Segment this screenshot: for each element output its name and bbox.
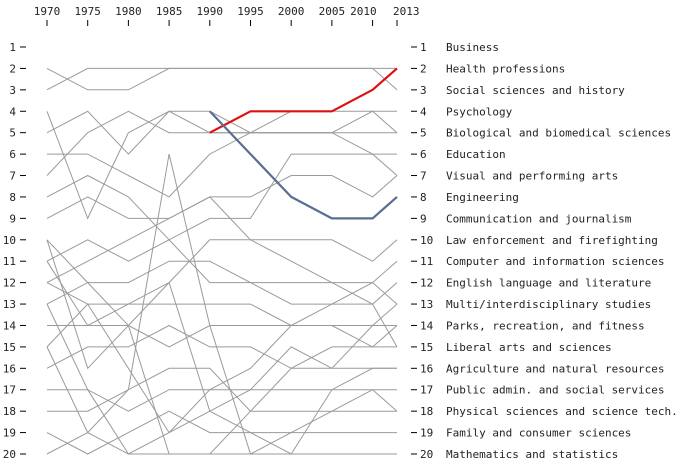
y-tick-label-left: 12	[3, 277, 16, 290]
y-tick-label-right: 9	[420, 212, 427, 225]
y-tick-label-right: 10	[420, 234, 433, 247]
x-tick-label: 1985	[156, 5, 183, 18]
highlighted-series-lines	[209, 67, 398, 220]
series-label: Law enforcement and firefighting	[446, 234, 658, 247]
x-tick-label: 1975	[74, 5, 101, 18]
y-tick-label-right: 3	[420, 84, 427, 97]
series-label: Business	[446, 41, 499, 54]
y-tick-label-left: 5	[9, 127, 16, 140]
y-tick-label-right: 8	[420, 191, 427, 204]
y-tick-label-left: 20	[3, 448, 16, 461]
series-line	[46, 260, 398, 412]
y-tick-label-right: 1	[420, 41, 427, 54]
y-tick-label-right: 6	[420, 148, 427, 161]
series-label: Computer and information sciences	[446, 255, 665, 268]
highlighted-series-line	[209, 110, 398, 220]
series-line	[46, 175, 398, 219]
y-tick-label-left: 13	[3, 298, 16, 311]
y-tick-label-right: 16	[420, 362, 433, 375]
y-tick-label-left: 19	[3, 427, 16, 440]
series-label: Liberal arts and sciences	[446, 341, 612, 354]
y-tick-label-right: 14	[420, 319, 434, 332]
y-tick-label-left: 8	[9, 191, 16, 204]
y-tick-label-right: 5	[420, 127, 427, 140]
y-tick-label-left: 11	[3, 255, 16, 268]
series-label: Social sciences and history	[446, 84, 625, 97]
y-tick-label-left: 3	[9, 84, 16, 97]
x-tick-label: 2013	[393, 5, 420, 18]
y-tick-label-left: 10	[3, 234, 16, 247]
y-tick-label-right: 19	[420, 427, 433, 440]
series-line	[47, 110, 398, 198]
x-tick-label: 1970	[34, 5, 61, 18]
x-tick-label: 2010	[350, 5, 377, 18]
series-label: Parks, recreation, and fitness	[446, 319, 645, 332]
y-tick-label-right: 11	[420, 255, 433, 268]
y-tick-label-right: 13	[420, 298, 433, 311]
background-series-lines	[46, 67, 398, 455]
series-label: English language and literature	[446, 277, 651, 290]
y-tick-label-right: 20	[420, 448, 433, 461]
x-axis: 1970 1975 1980 1985 1990 1995 2000 2005 2010 2013	[34, 5, 420, 26]
y-tick-label-left: 17	[3, 384, 16, 397]
series-line	[46, 67, 397, 91]
series-line	[46, 196, 398, 305]
series-line	[46, 324, 397, 369]
series-label: Agriculture and natural resources	[446, 362, 665, 375]
y-tick-label-left: 7	[9, 170, 16, 183]
series-label: Communication and journalism	[446, 212, 632, 225]
series-line	[46, 153, 398, 455]
series-line	[46, 432, 397, 455]
series-line	[46, 110, 398, 176]
series-label-list: Business Health professions Social science…	[446, 41, 678, 461]
y-tick-label-right: 12	[420, 277, 433, 290]
series-line	[46, 282, 397, 455]
y-tick-label-left: 15	[3, 341, 16, 354]
series-label: Visual and performing arts	[446, 170, 618, 183]
series-label: Psychology	[446, 105, 513, 118]
y-tick-label-right: 18	[420, 405, 433, 418]
highlighted-series-line	[209, 67, 398, 134]
series-label: Multi/interdisciplinary studies	[446, 298, 651, 311]
x-tick-label: 2005	[319, 5, 346, 18]
series-label: Physical sciences and science tech.	[446, 405, 678, 418]
series-label: Education	[446, 148, 506, 161]
y-tick-label-left: 1	[9, 41, 16, 54]
y-tick-label-right: 4	[420, 105, 427, 118]
y-tick-label-right: 7	[420, 170, 427, 183]
series-line	[46, 260, 398, 305]
y-tick-label-left: 4	[9, 105, 16, 118]
series-label: Public admin. and social services	[446, 384, 665, 397]
series-label: Biological and biomedical sciences	[446, 127, 671, 140]
series-label: Health professions	[446, 62, 565, 75]
y-tick-label-left: 18	[3, 405, 16, 418]
y-tick-label-right: 2	[420, 62, 427, 75]
series-line	[46, 303, 397, 455]
series-line	[46, 67, 398, 91]
series-label: Mathematics and statistics	[446, 448, 618, 461]
x-tick-label: 1980	[115, 5, 142, 18]
series-label: Engineering	[446, 191, 519, 204]
y-tick-label-left: 6	[9, 148, 16, 161]
series-label: Family and consumer sciences	[446, 427, 631, 440]
y-tick-label-right: 17	[420, 384, 433, 397]
x-tick-label: 1990	[197, 5, 224, 18]
y-tick-label-left: 14	[3, 319, 17, 332]
x-tick-label: 2000	[278, 5, 305, 18]
x-tick-label: 1995	[237, 5, 264, 18]
y-tick-label-left: 2	[9, 62, 16, 75]
y-tick-label-right: 15	[420, 341, 433, 354]
series-line	[47, 325, 397, 348]
y-tick-label-left: 9	[9, 212, 16, 225]
y-tick-label-left: 16	[3, 362, 16, 375]
